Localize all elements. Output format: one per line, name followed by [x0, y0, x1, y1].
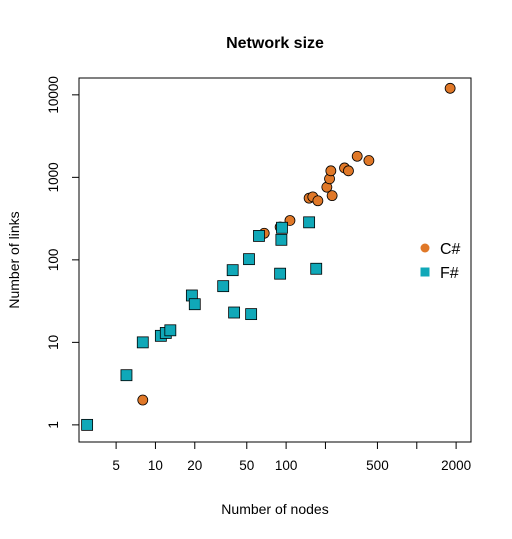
- y-axis-label: Number of links: [6, 211, 22, 308]
- legend: C# F#: [420, 241, 461, 282]
- data-point-circle: [343, 165, 354, 177]
- series-0: [137, 82, 456, 406]
- data-point-square: [226, 264, 239, 277]
- x-tick-label: 5: [112, 458, 120, 473]
- data-point-square: [303, 216, 316, 229]
- series-1: [81, 216, 323, 431]
- data-point-square: [310, 262, 323, 275]
- x-tick-label: 500: [366, 458, 389, 473]
- x-tick-label: 20: [187, 458, 202, 473]
- data-point-circle: [312, 195, 324, 207]
- x-axis: 5 10 20 50 100 500 2000: [112, 441, 471, 473]
- data-point-square: [274, 267, 287, 280]
- y-tick-label: 10000: [46, 76, 61, 114]
- data-point-square: [245, 308, 258, 321]
- legend-marker-fsharp: [420, 267, 430, 277]
- data-point-circle: [444, 82, 456, 94]
- y-tick-label: 10: [46, 335, 61, 350]
- x-axis-label: Number of nodes: [221, 501, 328, 517]
- y-tick-label: 100: [46, 249, 61, 272]
- plot-frame: [78, 77, 472, 443]
- legend-label-fsharp: F#: [440, 265, 459, 282]
- data-point-square: [228, 306, 241, 319]
- data-point-square: [276, 221, 288, 234]
- data-point-circle: [351, 150, 363, 162]
- y-axis: 1 10 100 1000 10000: [46, 76, 80, 429]
- data-point-circle: [326, 190, 338, 202]
- y-tick-label: 1000: [46, 162, 61, 192]
- chart-title: Network size: [226, 35, 324, 52]
- data-point-circle: [137, 394, 149, 406]
- x-tick-label: 10: [148, 458, 163, 473]
- x-tick-label: 2000: [441, 458, 471, 473]
- data-point-circle: [363, 155, 375, 166]
- data-point-square: [217, 280, 230, 293]
- data-point-square: [253, 230, 265, 242]
- data-point-square: [243, 253, 255, 266]
- x-tick-label: 100: [275, 458, 298, 473]
- data-point-square: [164, 324, 177, 337]
- data-point-square: [275, 233, 288, 246]
- legend-label-csharp: C#: [440, 241, 461, 258]
- y-tick-label: 1: [46, 421, 61, 429]
- x-tick-label: 50: [239, 458, 254, 473]
- legend-marker-csharp: [420, 243, 430, 253]
- data-point-square: [188, 298, 201, 311]
- data-point-circle: [325, 165, 337, 177]
- legend-item-fsharp: F#: [420, 265, 459, 282]
- data-point-square: [81, 418, 94, 431]
- data-point-square: [136, 336, 149, 349]
- legend-item-csharp: C#: [420, 241, 461, 258]
- data-points: [81, 82, 456, 431]
- data-point-square: [120, 369, 133, 382]
